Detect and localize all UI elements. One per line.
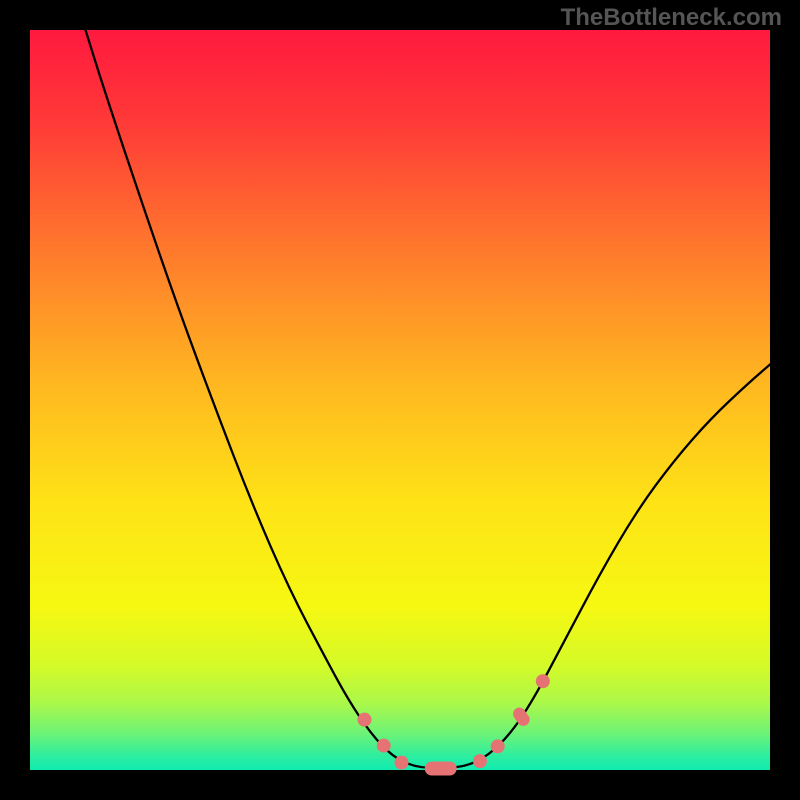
curve-marker: [473, 754, 487, 768]
curve-marker: [377, 739, 391, 753]
chart-root: TheBottleneck.com: [0, 0, 800, 800]
curve-marker: [357, 713, 371, 727]
curve-marker: [394, 756, 408, 770]
bottleneck-curve-chart: [0, 0, 800, 800]
curve-marker: [425, 762, 457, 776]
watermark-text: TheBottleneck.com: [561, 4, 782, 32]
curve-marker: [491, 739, 505, 753]
curve-marker: [536, 674, 550, 688]
gradient-plot-area: [30, 30, 770, 770]
